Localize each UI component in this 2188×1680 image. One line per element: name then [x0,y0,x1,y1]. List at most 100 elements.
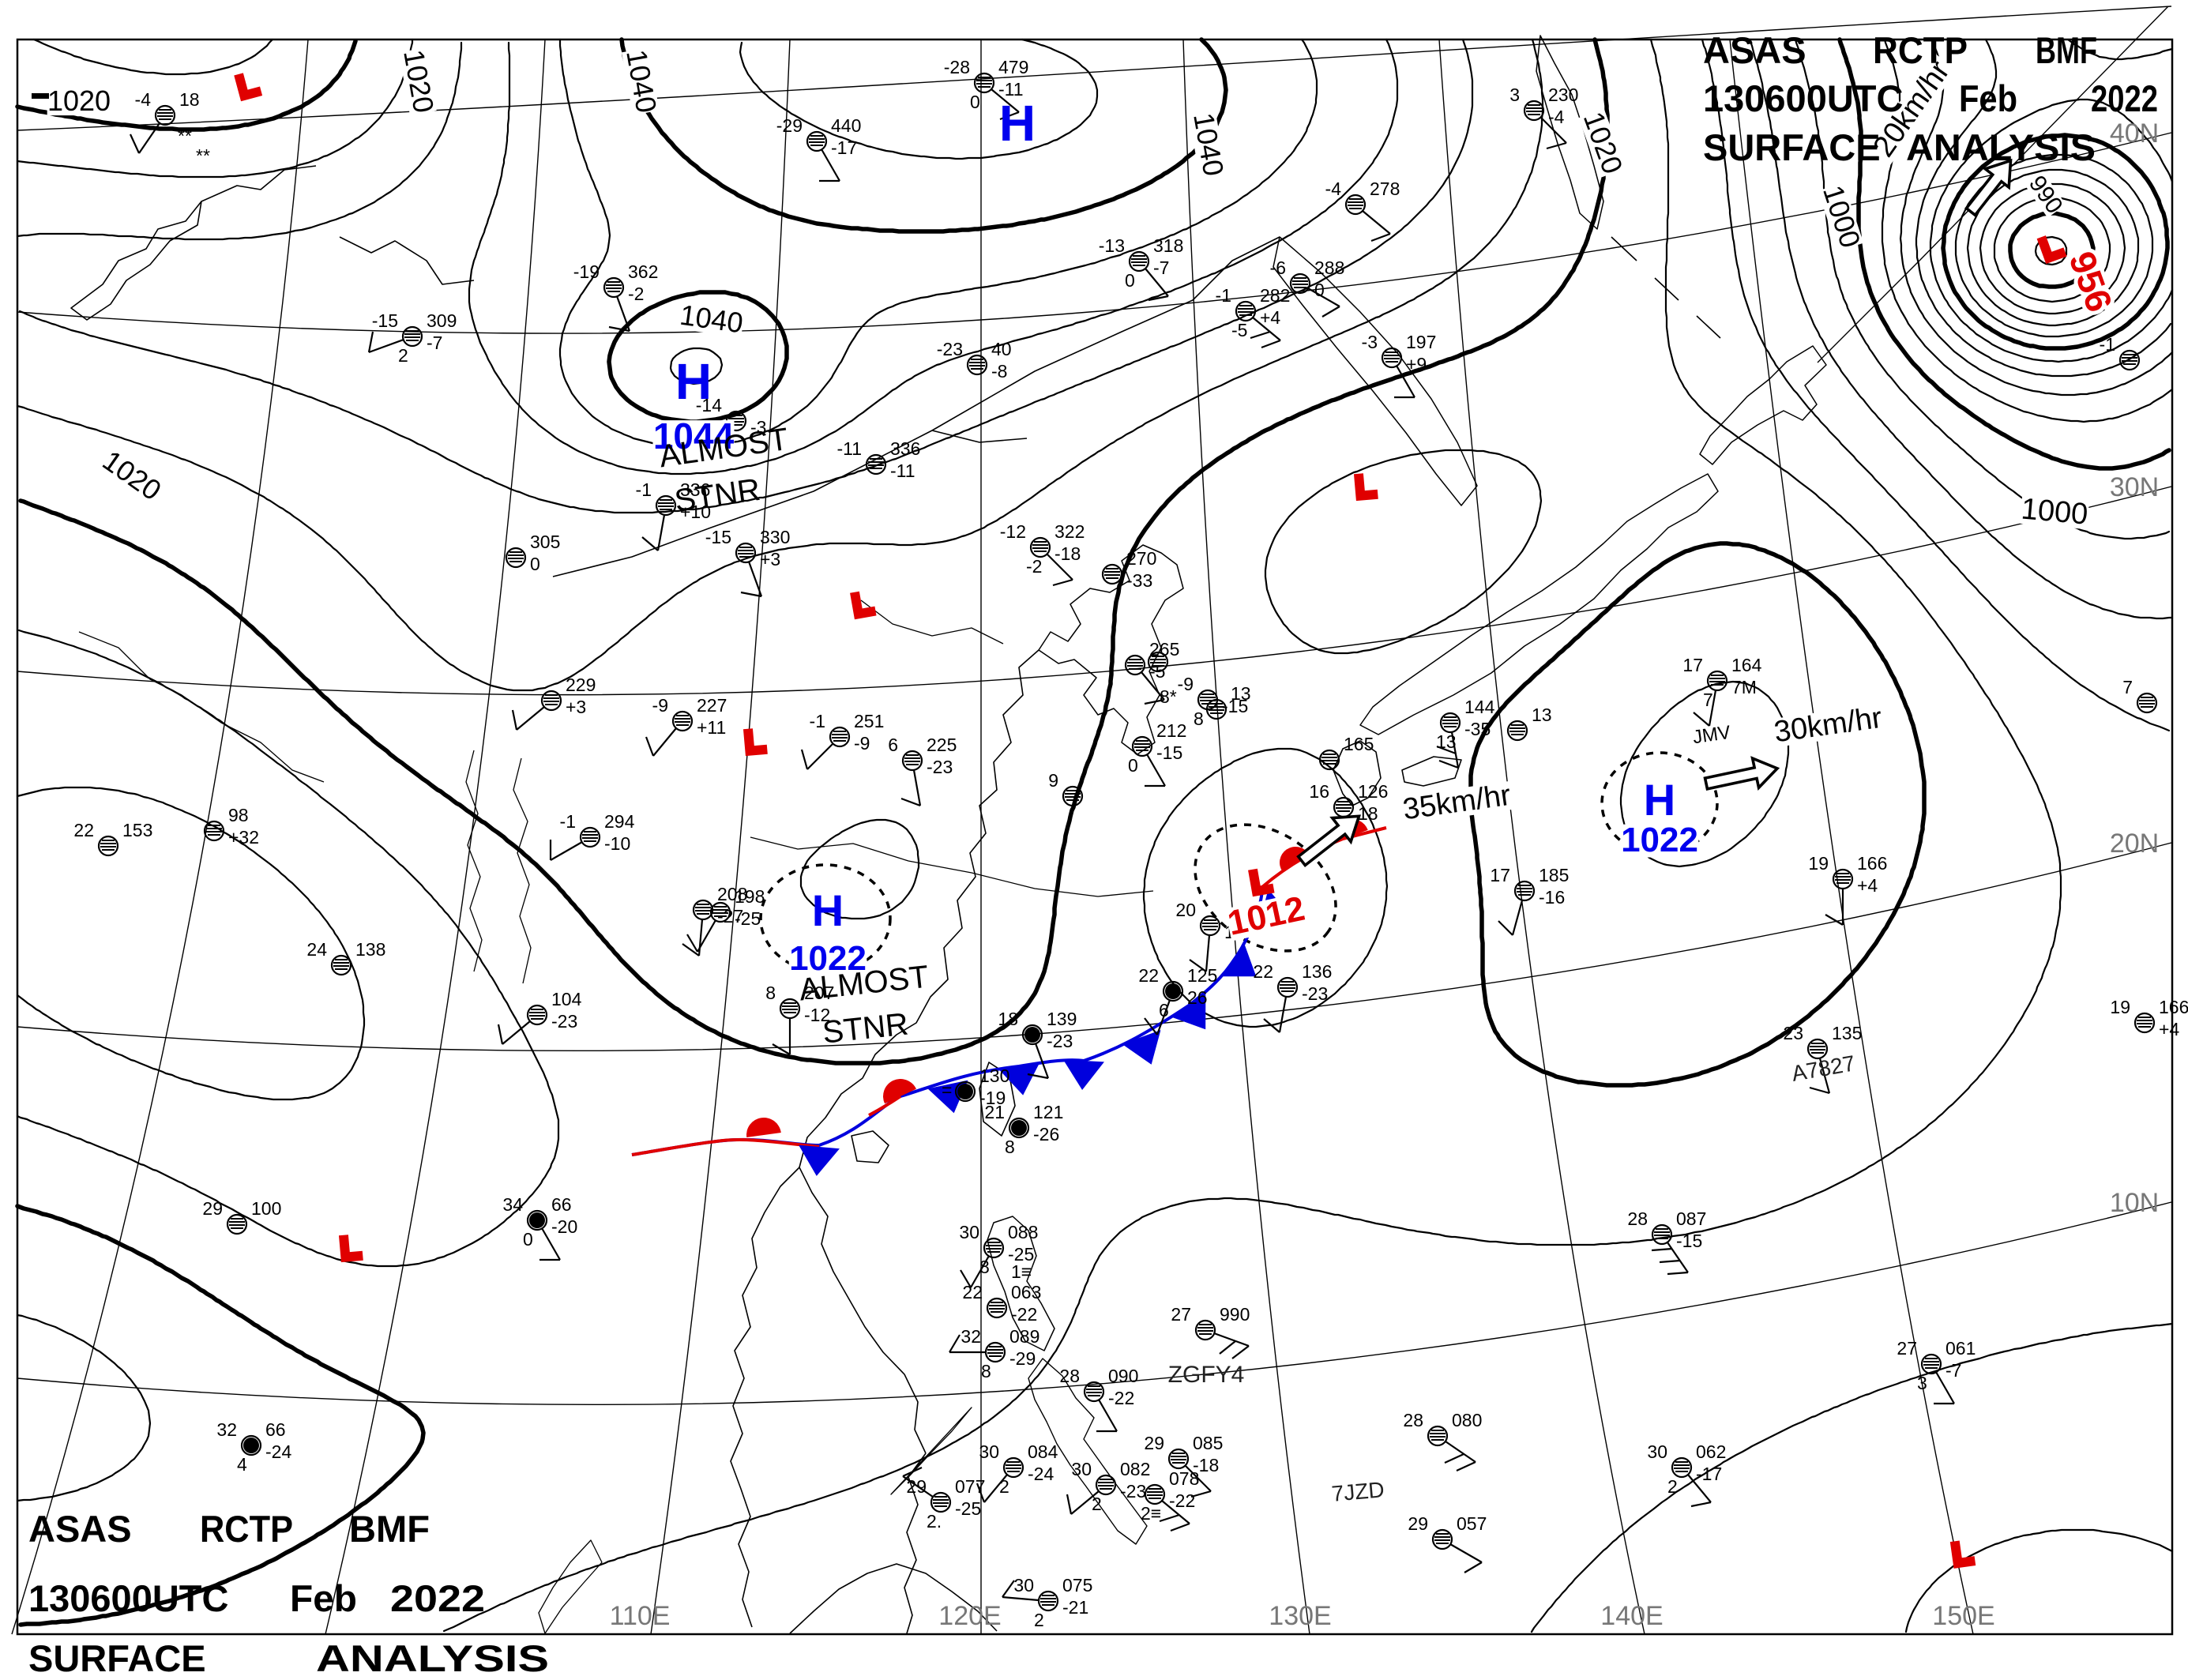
svg-text:165: 165 [1344,734,1374,754]
svg-text:084: 084 [1028,1441,1058,1462]
svg-text:-1: -1 [636,479,652,500]
svg-text:22: 22 [962,1282,983,1302]
svg-text:30: 30 [979,1441,999,1462]
svg-text:150E: 150E [1932,1601,1994,1631]
svg-text:30: 30 [1071,1459,1092,1479]
svg-text:4: 4 [237,1454,247,1475]
svg-text:121: 121 [1033,1102,1063,1122]
svg-text:6: 6 [1159,1000,1169,1020]
svg-text:-13: -13 [1099,235,1125,256]
svg-text:104: 104 [551,989,582,1009]
svg-text:-1: -1 [560,811,576,832]
svg-text:7: 7 [1703,690,1713,710]
svg-text:2: 2 [999,1476,1009,1497]
svg-text:-17: -17 [1696,1464,1722,1484]
svg-text:3: 3 [1509,85,1520,105]
svg-text:-15: -15 [1156,742,1182,763]
svg-text:7: 7 [2122,677,2133,697]
svg-text:-15: -15 [1676,1231,1702,1251]
svg-text:251: 251 [854,711,884,731]
svg-text:-23: -23 [1302,983,1328,1004]
svg-text:2≡: 2≡ [1141,1503,1161,1524]
svg-text:062: 062 [1696,1441,1726,1462]
svg-text:-8: -8 [991,361,1007,381]
svg-text:-7: -7 [1946,1360,1961,1381]
svg-text:-1: -1 [2100,334,2115,355]
svg-text:2: 2 [1667,1476,1678,1497]
svg-text:288: 288 [1314,257,1344,278]
svg-text:+9: +9 [1406,354,1427,374]
svg-text:082: 082 [1120,1459,1150,1479]
svg-text:8: 8 [981,1361,991,1381]
svg-text:-12: -12 [1000,521,1026,542]
svg-text:-25: -25 [1008,1244,1034,1265]
svg-text:66: 66 [265,1419,286,1440]
svg-text:30: 30 [1013,1575,1034,1595]
svg-text:2.: 2. [927,1511,942,1532]
svg-text:336: 336 [680,479,710,500]
svg-text:-16: -16 [1539,887,1565,908]
svg-text:20: 20 [1175,900,1196,920]
svg-text:090: 090 [1108,1366,1138,1386]
svg-text:6: 6 [888,735,898,755]
svg-text:-22: -22 [1108,1388,1134,1408]
svg-text:212: 212 [1156,720,1186,741]
svg-text:077: 077 [955,1476,985,1497]
svg-text:197: 197 [1406,332,1436,352]
svg-text:-29: -29 [776,115,803,136]
svg-text:230: 230 [1548,85,1578,105]
svg-text:1022: 1022 [789,939,867,978]
svg-text:-22: -22 [1169,1490,1195,1511]
svg-text:27: 27 [1171,1304,1191,1325]
svg-text:1022: 1022 [1621,821,1698,859]
svg-text:-19: -19 [573,261,600,282]
svg-text:063: 063 [1011,1282,1041,1302]
svg-text:1020: 1020 [47,85,111,117]
svg-text:21: 21 [984,1102,1005,1122]
svg-text:1000: 1000 [2020,492,2089,531]
svg-text:29: 29 [1408,1513,1428,1534]
svg-text:207: 207 [804,983,834,1003]
svg-text:136: 136 [1302,961,1332,982]
svg-text:17: 17 [1682,655,1703,675]
svg-text:+3: +3 [760,549,780,569]
svg-text:-3: -3 [750,417,766,438]
svg-text:322: 322 [1055,521,1085,542]
svg-text:089: 089 [1009,1326,1039,1347]
svg-text:98: 98 [228,805,249,825]
svg-text:294: 294 [604,811,635,832]
svg-text:-24: -24 [265,1441,291,1462]
svg-text:-18: -18 [1055,543,1081,564]
svg-text:JMV: JMV [1691,722,1731,748]
svg-text:-9: -9 [1178,674,1194,694]
svg-text:30: 30 [1647,1441,1667,1462]
svg-text:309: 309 [427,310,457,331]
svg-text:-18: -18 [1193,1455,1219,1475]
svg-text:-9: -9 [854,733,870,754]
svg-text:-4: -4 [1548,107,1565,127]
svg-text:-7: -7 [1153,257,1169,278]
svg-text:16: 16 [1309,781,1329,802]
svg-text:0: 0 [1128,755,1138,776]
svg-text:8*: 8* [1160,686,1177,707]
svg-text:ZGFY4: ZGFY4 [1168,1362,1245,1388]
svg-text:+32: +32 [228,827,259,848]
svg-text:H: H [675,353,712,410]
svg-text:30N: 30N [2110,472,2159,502]
svg-text:282: 282 [1260,285,1290,306]
svg-text:130: 130 [979,1066,1009,1086]
svg-text:-4: -4 [1325,179,1342,199]
svg-text:336: 336 [890,438,920,459]
svg-text:0: 0 [530,554,540,574]
svg-text:1≡: 1≡ [1011,1261,1032,1282]
svg-text:+4: +4 [1857,875,1878,896]
svg-text:2: 2 [398,345,408,366]
svg-text:087: 087 [1676,1208,1706,1229]
svg-text:**: ** [178,126,192,146]
svg-text:270: 270 [1126,548,1156,569]
svg-text:+4: +4 [1260,307,1280,328]
svg-text:-23: -23 [1120,1481,1146,1501]
svg-text:7JZD: 7JZD [1330,1477,1385,1506]
svg-text:**: ** [196,145,210,166]
